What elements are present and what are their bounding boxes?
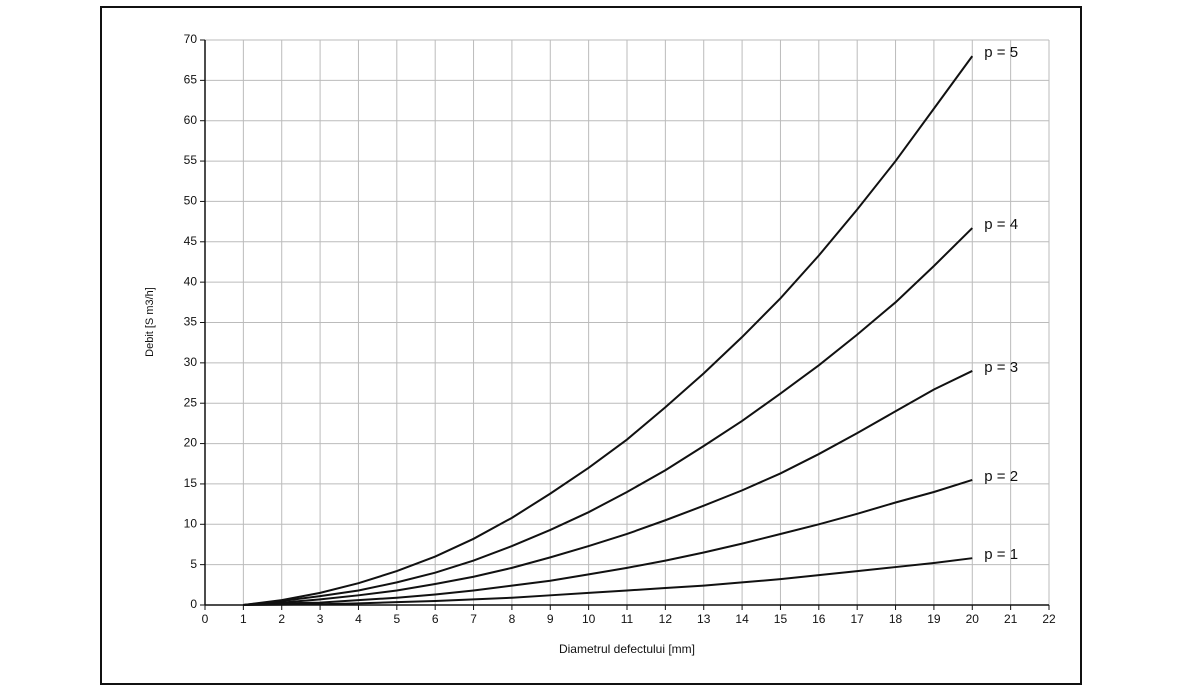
x-tick-label: 0 — [202, 612, 209, 626]
y-tick-label: 60 — [184, 113, 198, 127]
y-tick-label: 10 — [184, 516, 198, 530]
x-tick-label: 8 — [509, 612, 516, 626]
y-tick-label: 5 — [190, 557, 197, 571]
x-tick-label: 15 — [774, 612, 788, 626]
x-tick-label: 19 — [927, 612, 941, 626]
series-line — [243, 227, 973, 606]
y-tick-label: 65 — [184, 73, 198, 87]
x-tick-label: 7 — [470, 612, 477, 626]
y-tick-label: 45 — [184, 234, 198, 248]
x-tick-label: 21 — [1004, 612, 1018, 626]
x-tick-label: 13 — [697, 612, 711, 626]
y-tick-label: 40 — [184, 274, 198, 288]
y-tick-label: 50 — [184, 194, 198, 208]
x-tick-label: 12 — [659, 612, 673, 626]
x-tick-label: 1 — [240, 612, 247, 626]
series-label: p = 1 — [984, 546, 1018, 563]
x-tick-label: 3 — [317, 612, 324, 626]
y-tick-label: 25 — [184, 395, 198, 409]
x-tick-label: 2 — [278, 612, 285, 626]
series-line — [243, 55, 974, 606]
x-axis-label: Diametrul defectului [mm] — [559, 642, 695, 656]
series-line — [243, 478, 973, 606]
y-tick-label: 30 — [184, 355, 198, 369]
y-tick-label: 20 — [184, 436, 198, 450]
x-tick-label: 5 — [393, 612, 400, 626]
y-tick-label: 70 — [184, 32, 198, 46]
series-label: p = 2 — [984, 468, 1018, 485]
x-tick-label: 10 — [582, 612, 596, 626]
series-label: p = 4 — [984, 216, 1018, 233]
x-tick-label: 14 — [735, 612, 749, 626]
y-tick-label: 55 — [184, 153, 198, 167]
series-label: p = 3 — [984, 359, 1018, 376]
series-line — [243, 557, 973, 606]
x-tick-label: 18 — [889, 612, 903, 626]
series-label: p = 5 — [984, 44, 1018, 61]
y-axis-label: Debit [S m3/h] — [144, 287, 156, 357]
y-tick-label: 0 — [190, 597, 197, 611]
x-tick-label: 9 — [547, 612, 554, 626]
x-tick-label: 20 — [966, 612, 980, 626]
frame — [100, 6, 1082, 685]
x-tick-label: 17 — [851, 612, 865, 626]
x-tick-label: 4 — [355, 612, 362, 626]
x-tick-label: 22 — [1042, 612, 1056, 626]
x-tick-label: 6 — [432, 612, 439, 626]
x-tick-label: 11 — [621, 612, 634, 626]
y-tick-label: 35 — [184, 315, 198, 329]
x-tick-label: 16 — [812, 612, 826, 626]
series-line — [243, 370, 973, 606]
y-tick-label: 15 — [184, 476, 198, 490]
